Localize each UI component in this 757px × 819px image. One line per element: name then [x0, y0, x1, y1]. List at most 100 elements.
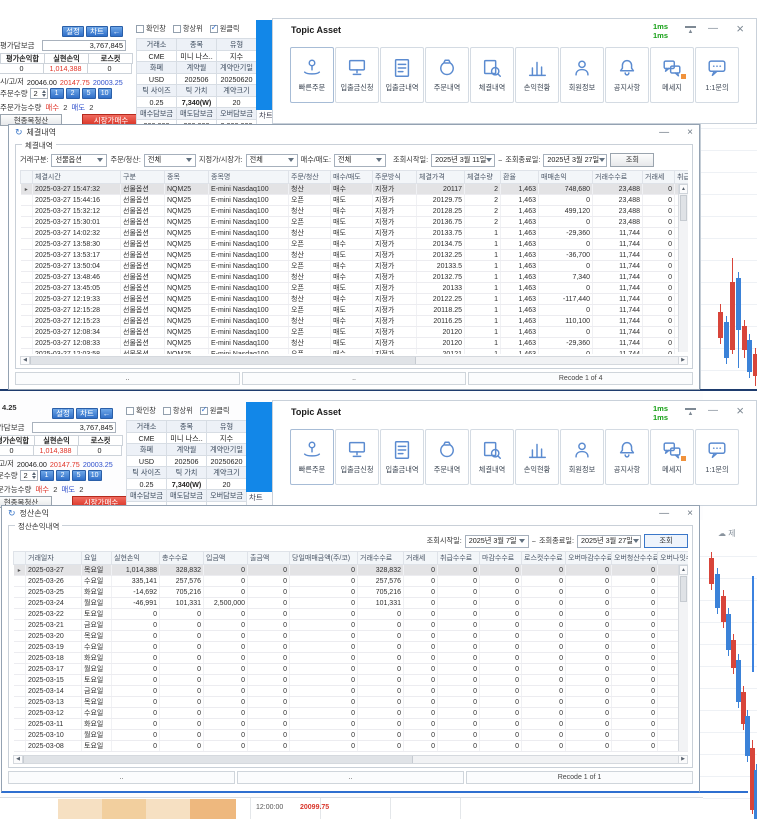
- scroll-up-icon[interactable]: ▲: [679, 565, 688, 575]
- checkbox-1[interactable]: 항상위: [172, 24, 203, 34]
- chart-button[interactable]: 차트: [76, 408, 98, 419]
- table-row[interactable]: 2025-03-27 12:19:33 선물옵션 NQM25 E-mini Nasda…: [20, 293, 688, 305]
- toolbar-button-member[interactable]: 회원정보: [560, 429, 604, 485]
- table-row[interactable]: 2025-03-27 12:03:58선물옵션NQM25E-mini Nasda…: [20, 348, 688, 354]
- table-row[interactable]: 2025-03-13목요일0000000000000: [13, 696, 688, 708]
- tab-chart[interactable]: 차트: [259, 111, 273, 120]
- checkbox-2[interactable]: ✓ 원클릭: [199, 405, 230, 416]
- checkbox-1[interactable]: 항상위: [162, 406, 193, 416]
- pin-top-icon[interactable]: ▲: [685, 408, 696, 418]
- toolbar-button-deposit-request[interactable]: 입출금신청: [335, 47, 379, 103]
- scrollbar-thumb[interactable]: [680, 195, 687, 221]
- toolbar-button-pnl[interactable]: 손익현황: [515, 429, 559, 485]
- date-to-combo[interactable]: 2025년 3월 27일: [543, 153, 608, 167]
- table-row[interactable]: 2025-03-12수요일0000000000000: [13, 707, 688, 719]
- toolbar-button-pnl[interactable]: 손익현황: [515, 47, 559, 103]
- scrollbar-thumb[interactable]: [30, 357, 417, 364]
- table-row[interactable]: 2025-03-08토요일0000000000000: [13, 740, 688, 752]
- filter-combo-3[interactable]: 전체: [334, 153, 387, 167]
- table-row[interactable]: 2025-03-27 13:45:05 선물옵션 NQM25 E-mini Nasda…: [20, 282, 688, 294]
- checkbox-0[interactable]: 확인창: [136, 24, 166, 34]
- checkbox-2[interactable]: ✓ 원클릭: [209, 23, 240, 34]
- qty-preset-button[interactable]: 1: [49, 88, 64, 99]
- minimize-icon[interactable]: —: [659, 508, 670, 519]
- table-row[interactable]: 2025-03-27 13:48:46 선물옵션 NQM25 E-mini Nasda…: [20, 271, 688, 283]
- back-button[interactable]: ←: [100, 408, 113, 419]
- scrollbar-thumb[interactable]: [23, 756, 414, 763]
- scroll-left-icon[interactable]: ◀: [14, 756, 23, 763]
- table-row[interactable]: 2025-03-27 12:15:28 선물옵션 NQM25 E-mini Nasda…: [20, 304, 688, 316]
- date-from-combo[interactable]: 2025년 3월 11일: [431, 153, 496, 167]
- chart-button[interactable]: 차트: [86, 26, 108, 37]
- table-row[interactable]: ▸ 2025-03-27 목요일 1,014,388 328,832 0 0 0 328,832…: [13, 564, 688, 576]
- back-button[interactable]: ←: [110, 26, 123, 37]
- scroll-right-icon[interactable]: ▶: [678, 357, 687, 364]
- table-row[interactable]: 2025-03-27 15:30:01 선물옵션 NQM25 E-mini Nasda…: [20, 216, 688, 228]
- quantity-stepper[interactable]: 2: [29, 88, 48, 99]
- quantity-stepper[interactable]: 2: [19, 470, 38, 481]
- vertical-scrollbar[interactable]: ▲: [678, 565, 688, 751]
- horizontal-scrollbar[interactable]: ◀ ▶: [13, 755, 688, 764]
- table-row[interactable]: 2025-03-25 화요일 -14,692 705,216 0 0 0 705,216 0 0 0…: [13, 586, 688, 598]
- table-row[interactable]: 2025-03-19수요일0000000000000: [13, 641, 688, 653]
- toolbar-button-message[interactable]: 메세지: [650, 47, 694, 103]
- qty-preset-button[interactable]: 5: [81, 88, 96, 99]
- qty-preset-button[interactable]: 10: [97, 88, 112, 99]
- toolbar-button-message[interactable]: 메세지: [650, 429, 694, 485]
- table-row[interactable]: 2025-03-26 수요일 335,141 257,576 0 0 0 257,576 0 0 0…: [13, 575, 688, 587]
- pin-top-icon[interactable]: ▲: [685, 26, 696, 36]
- scroll-up-icon[interactable]: ▲: [679, 184, 688, 194]
- close-icon[interactable]: ×: [687, 508, 693, 519]
- close-icon[interactable]: ×: [736, 403, 744, 418]
- date-from-combo[interactable]: 2025년 3월 7일: [464, 534, 529, 548]
- stepper-down-icon[interactable]: [41, 94, 46, 98]
- close-icon[interactable]: ×: [736, 21, 744, 36]
- toolbar-button-notice-bell[interactable]: 공지사항: [605, 47, 649, 103]
- filter-combo-0[interactable]: 선물옵션: [51, 153, 108, 167]
- table-row[interactable]: 2025-03-11화요일0000000000000: [13, 718, 688, 730]
- toolbar-button-inquiry[interactable]: 1:1문의: [695, 429, 739, 485]
- qty-preset-button[interactable]: 5: [71, 470, 86, 481]
- table-row[interactable]: 2025-03-27 12:08:34 선물옵션 NQM25 E-mini Nasda…: [20, 326, 688, 338]
- qty-preset-button[interactable]: 10: [87, 470, 102, 481]
- date-to-combo[interactable]: 2025년 3월 27일: [577, 534, 641, 548]
- horizontal-scrollbar[interactable]: ◀ ▶: [20, 356, 688, 365]
- table-row[interactable]: 2025-03-27 13:58:30 선물옵션 NQM25 E-mini Nasda…: [20, 238, 688, 250]
- scrollbar-thumb[interactable]: [680, 576, 687, 602]
- toolbar-button-order-history[interactable]: 주문내역: [425, 47, 469, 103]
- toolbar-button-deposit-history[interactable]: 입출금내역: [380, 429, 424, 485]
- toolbar-button-notice-bell[interactable]: 공지사항: [605, 429, 649, 485]
- tab-chart[interactable]: 차트: [249, 493, 263, 502]
- toolbar-button-fills[interactable]: 체결내역: [470, 47, 514, 103]
- close-icon[interactable]: ×: [687, 127, 693, 138]
- filter-combo-2[interactable]: 전체: [245, 153, 298, 167]
- table-row[interactable]: 2025-03-27 14:02:32 선물옵션 NQM25 E-mini Nasda…: [20, 227, 688, 239]
- table-row[interactable]: 2025-03-17월요일0000000000000: [13, 663, 688, 675]
- deposit-value-field[interactable]: 3,767,845: [42, 40, 126, 51]
- toolbar-button-deposit-request[interactable]: 입출금신청: [335, 429, 379, 485]
- toolbar-button-quick-order[interactable]: 빠른주문: [290, 429, 334, 485]
- table-row[interactable]: 2025-03-10월요일0000000000000: [13, 729, 688, 741]
- toolbar-button-member[interactable]: 회원정보: [560, 47, 604, 103]
- table-row[interactable]: ▸ 2025-03-27 15:47:32 선물옵션 NQM25 E-mini Nasd…: [20, 183, 688, 195]
- qty-preset-button[interactable]: 1: [39, 470, 54, 481]
- deposit-value-field[interactable]: 3,767,845: [32, 422, 116, 433]
- table-row[interactable]: 2025-03-15토요일0000000000000: [13, 674, 688, 686]
- table-row[interactable]: 2025-03-27 12:15:23 선물옵션 NQM25 E-mini Nasda…: [20, 315, 688, 327]
- table-row[interactable]: 2025-03-20목요일0000000000000: [13, 630, 688, 642]
- stepper-down-icon[interactable]: [31, 476, 36, 480]
- vertical-scrollbar[interactable]: ▲: [678, 184, 688, 352]
- table-row[interactable]: 2025-03-21금요일0000000000000: [13, 619, 688, 631]
- toolbar-button-quick-order[interactable]: 빠른주문: [290, 47, 334, 103]
- table-row[interactable]: 2025-03-14금요일0000000000000: [13, 685, 688, 697]
- scroll-left-icon[interactable]: ◀: [21, 357, 30, 364]
- minimize-icon[interactable]: —: [708, 405, 718, 416]
- table-row[interactable]: 2025-03-27 13:53:17 선물옵션 NQM25 E-mini Nasda…: [20, 249, 688, 261]
- scroll-right-icon[interactable]: ▶: [678, 756, 687, 763]
- qty-preset-button[interactable]: 2: [55, 470, 70, 481]
- table-row[interactable]: 2025-03-27 15:44:16 선물옵션 NQM25 E-mini Nasda…: [20, 194, 688, 206]
- settings-button[interactable]: 설정: [52, 408, 74, 419]
- minimize-icon[interactable]: —: [659, 127, 670, 138]
- toolbar-button-deposit-history[interactable]: 입출금내역: [380, 47, 424, 103]
- table-row[interactable]: 2025-03-18화요일0000000000000: [13, 652, 688, 664]
